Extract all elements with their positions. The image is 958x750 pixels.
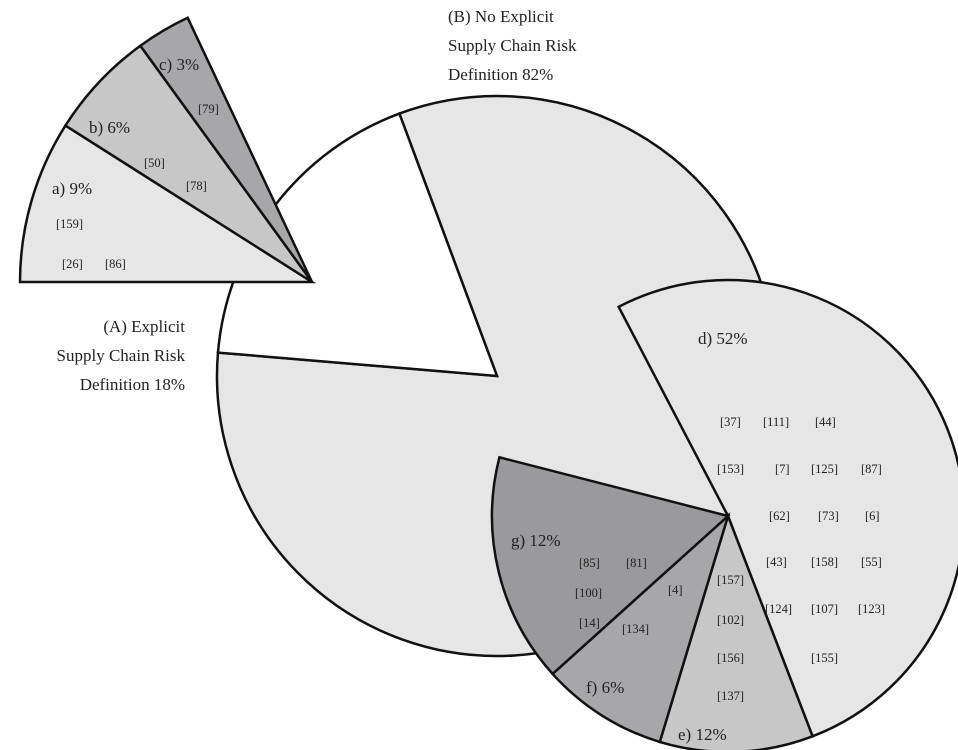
- ref-85: [85]: [579, 556, 600, 570]
- ref-44: [44]: [815, 415, 836, 429]
- pct-label-g: g) 12%: [511, 531, 561, 550]
- ref-102: [102]: [717, 613, 744, 627]
- pct-label-c: c) 3%: [159, 55, 199, 74]
- label-b-line1: (B) No Explicit: [448, 7, 554, 26]
- ref-78: [78]: [186, 179, 207, 193]
- label-a-line2: Supply Chain Risk: [57, 346, 186, 365]
- ref-123: [123]: [858, 602, 885, 616]
- label-a-line1: (A) Explicit: [103, 317, 185, 336]
- ref-87: [87]: [861, 462, 882, 476]
- ref-6: [6]: [865, 509, 880, 523]
- ref-7: [7]: [775, 462, 790, 476]
- ref-100: [100]: [575, 586, 602, 600]
- slice-d-52: [616, 278, 958, 738]
- pct-label-b: b) 6%: [89, 118, 130, 137]
- pct-label-a: a) 9%: [52, 179, 92, 198]
- pct-label-d: d) 52%: [698, 329, 748, 348]
- ref-55: [55]: [861, 555, 882, 569]
- slice-g-12: [490, 455, 731, 676]
- ref-4: [4]: [668, 583, 683, 597]
- slice-e-12: [658, 512, 815, 750]
- ref-81: [81]: [626, 556, 647, 570]
- ref-159: [159]: [56, 217, 83, 231]
- ref-37: [37]: [720, 415, 741, 429]
- ref-26: [26]: [62, 257, 83, 271]
- ref-125: [125]: [811, 462, 838, 476]
- slice-a-9: [18, 123, 317, 284]
- ref-14: [14]: [579, 616, 600, 630]
- pct-label-e: e) 12%: [678, 725, 727, 744]
- ref-157: [157]: [717, 573, 744, 587]
- ref-50: [50]: [144, 156, 165, 170]
- pct-label-f: f) 6%: [586, 678, 624, 697]
- ref-62: [62]: [769, 509, 790, 523]
- slice-f-6: [550, 512, 731, 744]
- ref-156: [156]: [717, 651, 744, 665]
- ref-111: [111]: [763, 415, 789, 429]
- ref-73: [73]: [818, 509, 839, 523]
- label-b-line2: Supply Chain Risk: [448, 36, 577, 55]
- label-a-line3: Definition 18%: [80, 375, 185, 394]
- slice-c-3: [138, 16, 314, 283]
- label-b-line3: Definition 82%: [448, 65, 553, 84]
- ref-137: [137]: [717, 689, 744, 703]
- ref-107: [107]: [811, 602, 838, 616]
- ref-158: [158]: [811, 555, 838, 569]
- ref-134: [134]: [622, 622, 649, 636]
- ref-86: [86]: [105, 257, 126, 271]
- ref-153: [153]: [717, 462, 744, 476]
- ref-43: [43]: [766, 555, 787, 569]
- ref-155: [155]: [811, 651, 838, 665]
- ref-79: [79]: [198, 102, 219, 116]
- ref-124: [124]: [765, 602, 792, 616]
